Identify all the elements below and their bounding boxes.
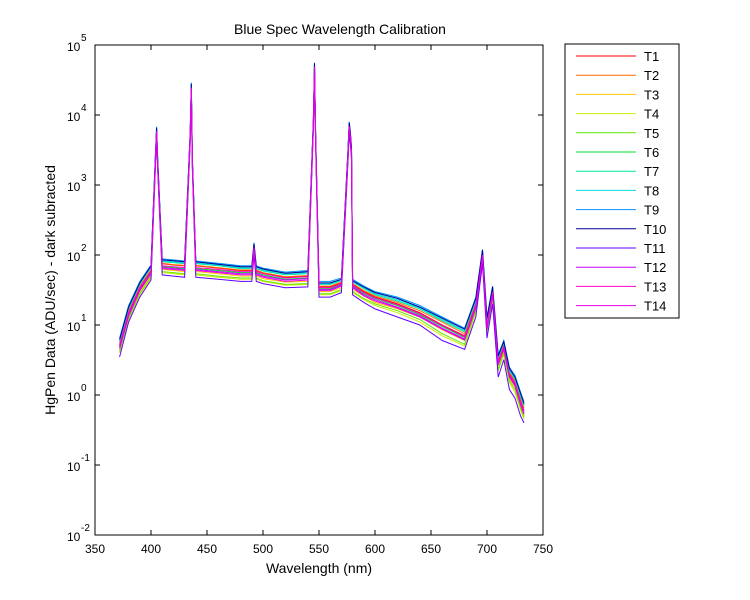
legend-item-t3: T3 [576,87,659,102]
legend-item-t7: T7 [576,164,659,179]
y-axis-label: HgPen Data (ADU/sec) - dark subracted [42,165,58,415]
legend-item-t2: T2 [576,68,659,83]
legend-item-t11: T11 [576,241,665,256]
legend-label: T14 [644,299,666,314]
y-tick-label: 103 [67,173,87,194]
legend-label: T7 [644,164,659,179]
legend-label: T6 [644,145,659,160]
y-tick-exponent: 1 [81,313,87,324]
x-tick-label: 650 [421,542,441,556]
y-tick-base: 10 [67,460,81,474]
y-tick-label: 105 [67,33,87,54]
y-tick-label: 100 [67,383,87,404]
legend-label: T12 [644,260,666,275]
y-tick-base: 10 [67,320,81,334]
legend-label: T5 [644,126,659,141]
y-tick-exponent: 5 [81,33,87,44]
y-tick-exponent: -2 [81,523,90,534]
y-tick-exponent: 3 [81,173,87,184]
legend-item-t13: T13 [576,279,666,294]
legend-label: T10 [644,222,666,237]
x-tick-label: 400 [141,542,161,556]
legend-label: T13 [644,279,666,294]
y-tick-label: 10-1 [67,453,90,474]
x-tick-label: 550 [309,542,329,556]
legend-item-t5: T5 [576,126,659,141]
y-tick-base: 10 [67,250,81,264]
y-tick-base: 10 [67,40,81,54]
legend-label: T1 [644,49,659,64]
y-tick-exponent: -1 [81,453,90,464]
y-tick-base: 10 [67,110,81,124]
x-axis-label: Wavelength (nm) [266,560,372,576]
legend-item-t4: T4 [576,107,659,122]
legend-label: T11 [644,241,665,256]
legend-item-t1: T1 [576,49,659,64]
legend-label: T8 [644,183,659,198]
y-tick-exponent: 2 [81,243,87,254]
axis-layer: 350 400 450 500 550 600 650 700 75010-210-110010… [67,33,553,556]
legend-label: T2 [644,68,659,83]
y-tick-base: 10 [67,180,81,194]
series-line-t14 [119,68,525,415]
y-tick-label: 104 [67,103,87,124]
x-tick-label: 350 [85,542,105,556]
legend-box [564,43,680,319]
series-layer [119,62,525,424]
legend-label: T9 [644,203,659,218]
legend-item-t14: T14 [576,299,666,314]
y-tick-label: 102 [67,243,87,264]
legend-item-t6: T6 [576,145,659,160]
legend-item-t9: T9 [576,203,659,218]
chart-title: Blue Spec Wavelength Calibration [234,21,446,37]
x-tick-label: 600 [365,542,385,556]
x-tick-label: 750 [533,542,553,556]
y-tick-label: 10-2 [67,523,90,544]
y-tick-base: 10 [67,390,81,404]
legend-item-t12: T12 [576,260,666,275]
legend-item-t8: T8 [576,183,659,198]
x-tick-label: 450 [197,542,217,556]
y-tick-exponent: 4 [81,103,87,114]
legend-item-t10: T10 [576,222,666,237]
legend: T1 T2 T3 T4 T5 T6 T7 T8 T9 T10 T11 T12 T13 T14 [564,43,680,319]
x-tick-label: 700 [477,542,497,556]
x-tick-label: 500 [253,542,273,556]
legend-label: T4 [644,107,659,122]
legend-label: T3 [644,87,659,102]
y-tick-exponent: 0 [81,383,87,394]
y-tick-label: 101 [67,313,87,334]
y-tick-base: 10 [67,530,81,544]
